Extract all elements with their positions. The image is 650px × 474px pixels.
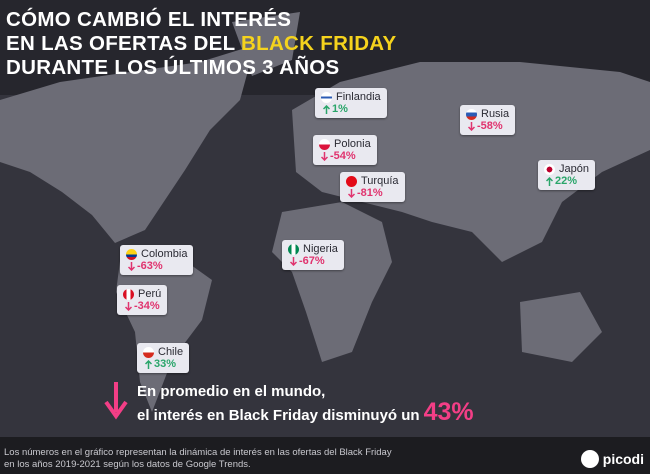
country-name: Rusia <box>481 108 510 120</box>
flag <box>321 91 332 103</box>
title-line: EN LAS OFERTAS DEL <box>6 32 236 55</box>
country-name: Finlandia <box>336 91 381 103</box>
change-value: -63% <box>137 260 163 272</box>
trend-arrow <box>546 176 553 186</box>
title: CÓMO CAMBIÓ EL INTERÉS EN LAS OFERTAS DE… <box>6 8 397 80</box>
country-callout: Turquía -81% <box>340 172 405 202</box>
country-row: Finlandia <box>321 91 381 103</box>
logo: picodi <box>580 450 644 468</box>
country-callout: Polonia -54% <box>313 135 377 165</box>
country-row: Turquía <box>346 175 399 187</box>
country-name: Turquía <box>361 175 399 187</box>
flag <box>544 163 555 175</box>
country-row: Perú <box>123 288 161 300</box>
country-row: Polonia <box>319 138 371 150</box>
flag <box>319 138 330 150</box>
country-callout: Rusia -58% <box>460 105 516 135</box>
change-row: -54% <box>321 150 371 162</box>
country-callout: Finlandia 1% <box>315 88 387 118</box>
change-value: -67% <box>299 255 325 267</box>
change-value: 33% <box>154 358 177 370</box>
logo-text: picodi <box>602 451 644 467</box>
trend-arrow <box>348 188 355 198</box>
summary-value: 43% <box>423 398 474 426</box>
flag <box>288 243 299 255</box>
flag <box>466 108 477 120</box>
change-value: 1% <box>332 103 348 115</box>
country-row: Japón <box>544 163 589 175</box>
country-row: Colombia <box>126 248 187 260</box>
country-row: Rusia <box>466 108 509 120</box>
change-value: -58% <box>477 120 503 132</box>
country-callout: Colombia -63% <box>120 245 194 275</box>
change-row: -63% <box>128 260 187 272</box>
change-value: 22% <box>555 175 578 187</box>
country-name: Japón <box>559 163 589 175</box>
trend-arrow <box>290 256 297 266</box>
trend-arrow <box>128 261 135 271</box>
change-row: -67% <box>290 255 338 267</box>
change-row: 1% <box>323 103 381 115</box>
change-value: -81% <box>357 187 383 199</box>
country-name: Perú <box>138 288 162 300</box>
change-value: -34% <box>134 300 160 312</box>
trend-arrow <box>125 301 132 311</box>
change-value: -54% <box>330 150 356 162</box>
footer-line: en los años 2019-2021 según los datos de… <box>4 459 251 470</box>
country-name: Nigeria <box>303 243 338 255</box>
footer-line: Los números en el gráfico representan la… <box>4 447 392 458</box>
trend-arrow <box>145 359 152 369</box>
title-line: DURANTE LOS ÚLTIMOS 3 AÑOS <box>6 56 340 79</box>
country-callout: Nigeria -67% <box>282 240 344 270</box>
change-row: 22% <box>546 175 589 187</box>
trend-arrow <box>468 121 475 131</box>
title-line: CÓMO CAMBIÓ EL INTERÉS <box>6 8 292 31</box>
flag <box>123 288 134 300</box>
flag <box>346 175 357 187</box>
summary: En promedio en el mundo, el interés en B… <box>137 382 474 426</box>
footer: Los números en el gráfico representan la… <box>0 437 650 474</box>
country-name: Polonia <box>334 138 371 150</box>
flag <box>126 248 137 260</box>
country-row: Chile <box>143 346 183 358</box>
country-callout: Perú -34% <box>117 285 168 315</box>
summary-line: En promedio en el mundo, <box>137 383 326 400</box>
change-row: -58% <box>468 120 509 132</box>
trend-arrow <box>323 104 330 114</box>
country-name: Chile <box>158 346 184 358</box>
down-arrow <box>104 382 128 420</box>
summary-line: el interés en Black Friday disminuyó un <box>137 407 420 424</box>
country-callout: Japón 22% <box>538 160 595 190</box>
country-name: Colombia <box>141 248 188 260</box>
flag <box>143 346 154 358</box>
change-row: -81% <box>348 187 399 199</box>
country-callout: Chile 33% <box>137 343 190 373</box>
change-row: -34% <box>125 300 161 312</box>
title-highlight: BLACK FRIDAY <box>241 32 397 55</box>
trend-arrow <box>321 151 328 161</box>
change-row: 33% <box>145 358 183 370</box>
country-row: Nigeria <box>288 243 338 255</box>
